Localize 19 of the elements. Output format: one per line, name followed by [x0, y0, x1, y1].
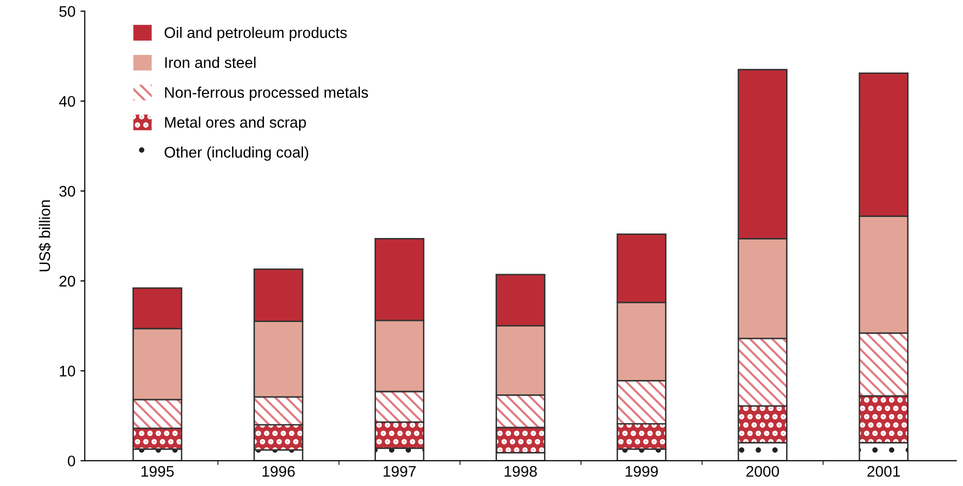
- legend-label: Non-ferrous processed metals: [165, 86, 368, 101]
- y-tick-label: 40: [59, 96, 76, 107]
- legend-label: Metal ores and scrap: [165, 116, 306, 131]
- x-tick-label: 1998: [504, 466, 537, 477]
- x-tick-label: 1996: [262, 466, 295, 477]
- x-tick-label: 2000: [746, 466, 779, 477]
- x-tick-label: 1995: [142, 466, 174, 477]
- legend-label: Iron and steel: [165, 56, 256, 68]
- x-tick-label: 1997: [384, 466, 416, 477]
- x-tick-label: 1999: [626, 466, 658, 477]
- y-axis-title: US$ billion: [38, 200, 52, 272]
- y-tick-label: 30: [59, 186, 76, 197]
- y-tick-label: 0: [68, 456, 76, 466]
- x-tick-label: 2001: [867, 466, 900, 477]
- y-tick-label: 10: [60, 366, 76, 377]
- y-tick-label: 50: [59, 6, 76, 17]
- legend-label: Other (including coal): [164, 146, 308, 161]
- legend-label: Oil and petroleum products: [164, 26, 347, 42]
- y-tick-label: 20: [59, 276, 76, 287]
